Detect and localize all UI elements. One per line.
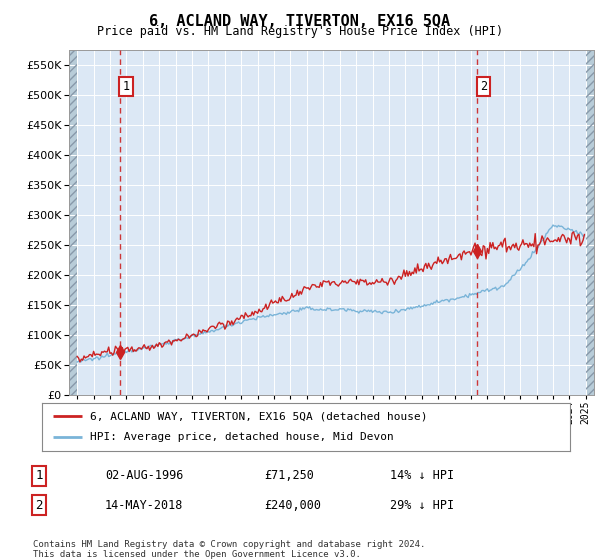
Text: 6, ACLAND WAY, TIVERTON, EX16 5QA: 6, ACLAND WAY, TIVERTON, EX16 5QA bbox=[149, 14, 451, 29]
Text: 2: 2 bbox=[480, 80, 487, 93]
Text: 1: 1 bbox=[35, 469, 43, 482]
Text: 2: 2 bbox=[35, 498, 43, 512]
Text: 29% ↓ HPI: 29% ↓ HPI bbox=[390, 498, 454, 512]
Bar bbox=[69, 50, 77, 395]
Bar bbox=[586, 50, 594, 395]
Text: This data is licensed under the Open Government Licence v3.0.: This data is licensed under the Open Gov… bbox=[33, 550, 361, 559]
Text: Price paid vs. HM Land Registry's House Price Index (HPI): Price paid vs. HM Land Registry's House … bbox=[97, 25, 503, 38]
Text: 14% ↓ HPI: 14% ↓ HPI bbox=[390, 469, 454, 482]
Text: HPI: Average price, detached house, Mid Devon: HPI: Average price, detached house, Mid … bbox=[89, 432, 393, 442]
Text: 02-AUG-1996: 02-AUG-1996 bbox=[105, 469, 184, 482]
Text: 1: 1 bbox=[122, 80, 130, 93]
Text: £240,000: £240,000 bbox=[264, 498, 321, 512]
Text: Contains HM Land Registry data © Crown copyright and database right 2024.: Contains HM Land Registry data © Crown c… bbox=[33, 540, 425, 549]
Text: £71,250: £71,250 bbox=[264, 469, 314, 482]
Text: 14-MAY-2018: 14-MAY-2018 bbox=[105, 498, 184, 512]
Bar bbox=[69, 50, 77, 395]
Text: 6, ACLAND WAY, TIVERTON, EX16 5QA (detached house): 6, ACLAND WAY, TIVERTON, EX16 5QA (detac… bbox=[89, 411, 427, 421]
Bar bbox=[586, 50, 594, 395]
